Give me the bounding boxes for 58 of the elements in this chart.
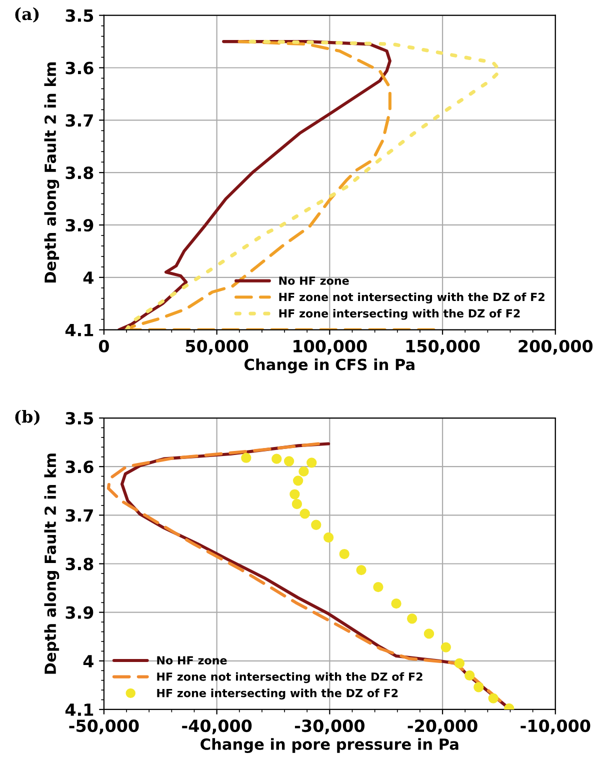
y-tick-label: 3.8 <box>66 166 94 180</box>
x-tick-label: 50,000 <box>186 340 248 355</box>
y-tick-label: 4 <box>83 272 94 284</box>
point <box>300 508 310 519</box>
legend-label: HF zone intersecting with the DZ of F2 <box>157 688 398 700</box>
point <box>406 614 418 624</box>
text: (a) <box>15 7 39 23</box>
legend-label: HF zone not intersecting with the DZ of F2 <box>279 292 544 304</box>
legend-label: No HF zone <box>279 276 349 285</box>
y-tick-label: 3.6 <box>66 62 94 74</box>
y-tick-label: 4.1 <box>65 324 94 336</box>
x-tick-label: -20,000 <box>408 719 478 734</box>
y-tick-label: 3.5 <box>66 9 94 22</box>
x-tick-label: 100,000 <box>294 340 367 355</box>
y-tick-label: 3.9 <box>66 606 94 619</box>
point <box>292 498 302 510</box>
legend-label: HF zone intersecting with the DZ of F2 <box>279 308 520 320</box>
legend-label: No HF zone <box>157 656 227 665</box>
legend-label: HF zone not intersecting with the DZ of F2 <box>157 672 422 684</box>
point <box>474 682 484 692</box>
y-tick-label: 3.5 <box>66 412 94 425</box>
point <box>391 598 402 609</box>
x-tick-label: 0 <box>98 340 109 352</box>
point <box>440 642 451 652</box>
y-tick-label: 3.7 <box>66 509 93 522</box>
y-tick-label: 4.1 <box>65 704 94 716</box>
point <box>356 564 366 576</box>
x-axis-title: Change in pore pressure in Pa <box>200 738 458 754</box>
point <box>373 582 384 592</box>
x-tick-label: 150,000 <box>406 340 480 355</box>
point <box>454 658 465 668</box>
y-tick-label: 3.9 <box>66 218 94 232</box>
point <box>424 628 434 639</box>
x-axis-title: Change in CFS in Pa <box>244 358 414 374</box>
x-tick-label: -10,000 <box>520 719 590 734</box>
text: (b) <box>15 410 40 426</box>
point <box>290 489 300 500</box>
y-axis-title: Depth along Fault 2 in km <box>44 62 60 283</box>
point <box>241 452 252 463</box>
point <box>298 466 309 477</box>
point <box>464 670 475 681</box>
point <box>311 520 322 530</box>
y-tick-label: 4 <box>83 655 94 668</box>
x-tick-label: 200,000 <box>518 340 593 355</box>
point <box>284 456 294 466</box>
x-tick-label: -40,000 <box>182 719 252 734</box>
y-tick-label: 3.6 <box>66 460 94 474</box>
point <box>323 532 334 543</box>
x-tick-label: -50,000 <box>69 719 139 734</box>
point <box>488 693 498 704</box>
point <box>272 454 282 464</box>
x-tick-label: -30,000 <box>294 719 364 734</box>
y-axis-title: Depth along Fault 2 in km <box>44 454 60 674</box>
point <box>339 548 350 560</box>
point <box>306 458 317 468</box>
y-tick-label: 3.7 <box>66 114 93 127</box>
y-tick-label: 3.8 <box>66 558 94 570</box>
point <box>292 476 304 486</box>
